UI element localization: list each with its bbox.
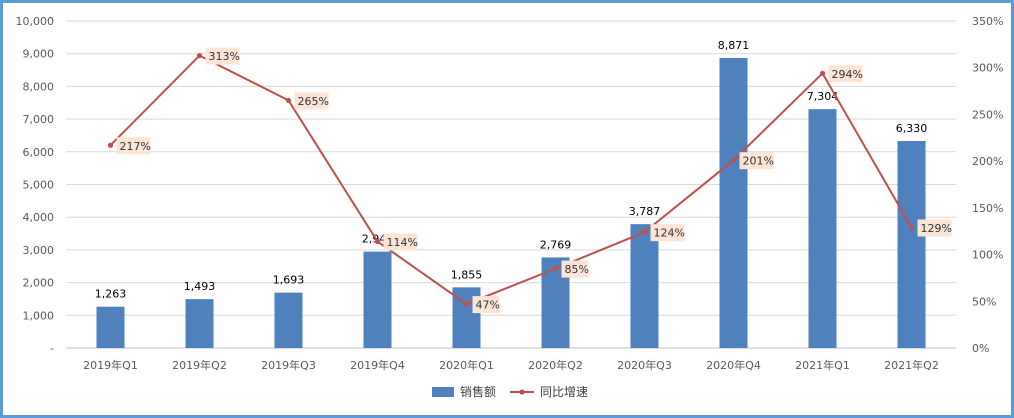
line-point	[730, 157, 737, 163]
growth-line	[109, 54, 913, 306]
y-left-tick-label: -	[50, 342, 54, 355]
line-point	[463, 301, 470, 307]
line-label-box	[739, 152, 774, 170]
y-left-tick-label: 3,000	[23, 244, 55, 257]
y-left-tick-label: 8,000	[23, 80, 55, 93]
line-data-label: 294%	[832, 68, 863, 81]
line-data-label: 129%	[921, 222, 952, 235]
line-point	[908, 224, 915, 231]
y-left-tick-label: 5,000	[23, 179, 55, 192]
bar-data-label: 2,769	[540, 238, 572, 251]
y-right-tick-label: 300%	[972, 62, 1003, 75]
x-tick-label: 2019年Q3	[261, 358, 316, 372]
legend-swatch-sales	[432, 387, 454, 397]
line-data-label: 85%	[565, 263, 589, 276]
y-right-tick-label: 100%	[972, 249, 1003, 262]
x-tick-label: 2019年Q1	[83, 358, 138, 372]
y-right-tick-label: 0%	[972, 342, 989, 355]
bar-data-label: 7,304	[807, 90, 839, 103]
x-tick-label: 2021年Q1	[795, 358, 850, 372]
bar	[96, 306, 125, 348]
y-right-tick-label: 350%	[972, 15, 1003, 28]
y-left-tick-label: 7,000	[23, 113, 55, 126]
legend-label-growth: 同比增速	[540, 385, 588, 399]
y-left-tick-label: 6,000	[23, 146, 55, 159]
x-tick-label: 2020年Q4	[706, 358, 761, 372]
line-data-label: 217%	[120, 140, 151, 153]
line-label-box	[205, 47, 240, 65]
line-data-label: 114%	[387, 236, 418, 249]
line-label-box	[294, 92, 329, 110]
x-tick-label: 2020年Q3	[617, 358, 672, 372]
line-label-box	[116, 137, 151, 155]
y-left-tick-label: 1,000	[23, 309, 55, 322]
bar	[719, 57, 748, 348]
line-data-label: 265%	[298, 95, 329, 108]
x-tick-label: 2019年Q2	[172, 358, 227, 372]
bar	[363, 251, 392, 348]
y-right-tick-label: 200%	[972, 155, 1003, 168]
line-point	[552, 265, 559, 272]
line-label-box	[383, 233, 418, 251]
line-data-label: 201%	[743, 155, 774, 168]
x-tick-label: 2020年Q1	[439, 358, 494, 372]
bar-data-label: 1,263	[95, 288, 127, 301]
line-label-box	[828, 65, 863, 83]
line-data-label: 47%	[476, 299, 500, 312]
bar	[274, 292, 303, 348]
bar	[185, 299, 214, 348]
legend-label-sales: 销售额	[460, 384, 496, 399]
y-right-tick-label: 150%	[972, 202, 1003, 215]
line-point	[196, 52, 203, 59]
line-point	[374, 238, 381, 245]
bar-data-label: 8,871	[718, 39, 750, 52]
line-point	[819, 70, 826, 76]
x-tick-label: 2020年Q2	[528, 358, 583, 372]
line-label-box	[917, 219, 952, 237]
line-data-label: 124%	[654, 227, 685, 240]
bar-data-label: 1,855	[451, 268, 483, 281]
y-right-tick-label: 250%	[972, 108, 1003, 121]
line-data-label: 313%	[209, 50, 240, 63]
y-left-tick-label: 4,000	[23, 211, 55, 224]
bar-data-label: 6,330	[896, 122, 928, 135]
line-label-box	[561, 260, 589, 278]
x-tick-label: 2019年Q4	[350, 358, 405, 372]
line-label-box	[472, 296, 500, 314]
line-point	[107, 142, 114, 148]
line-label-box	[650, 224, 685, 242]
legend-marker-growth	[519, 389, 525, 395]
bar	[808, 109, 837, 348]
y-left-tick-label: 10,000	[16, 15, 55, 28]
bar-data-label: 1,693	[273, 274, 305, 287]
line-point	[285, 97, 292, 104]
bar-data-label: 1,493	[184, 280, 216, 293]
y-left-tick-label: 9,000	[23, 48, 55, 61]
y-right-tick-label: 50%	[972, 295, 996, 308]
bar	[630, 224, 659, 348]
x-tick-label: 2021年Q2	[884, 358, 939, 372]
bar	[897, 141, 926, 348]
bar-data-label: 3,787	[629, 205, 661, 218]
line-point	[641, 229, 648, 235]
y-left-tick-label: 2,000	[23, 277, 55, 290]
